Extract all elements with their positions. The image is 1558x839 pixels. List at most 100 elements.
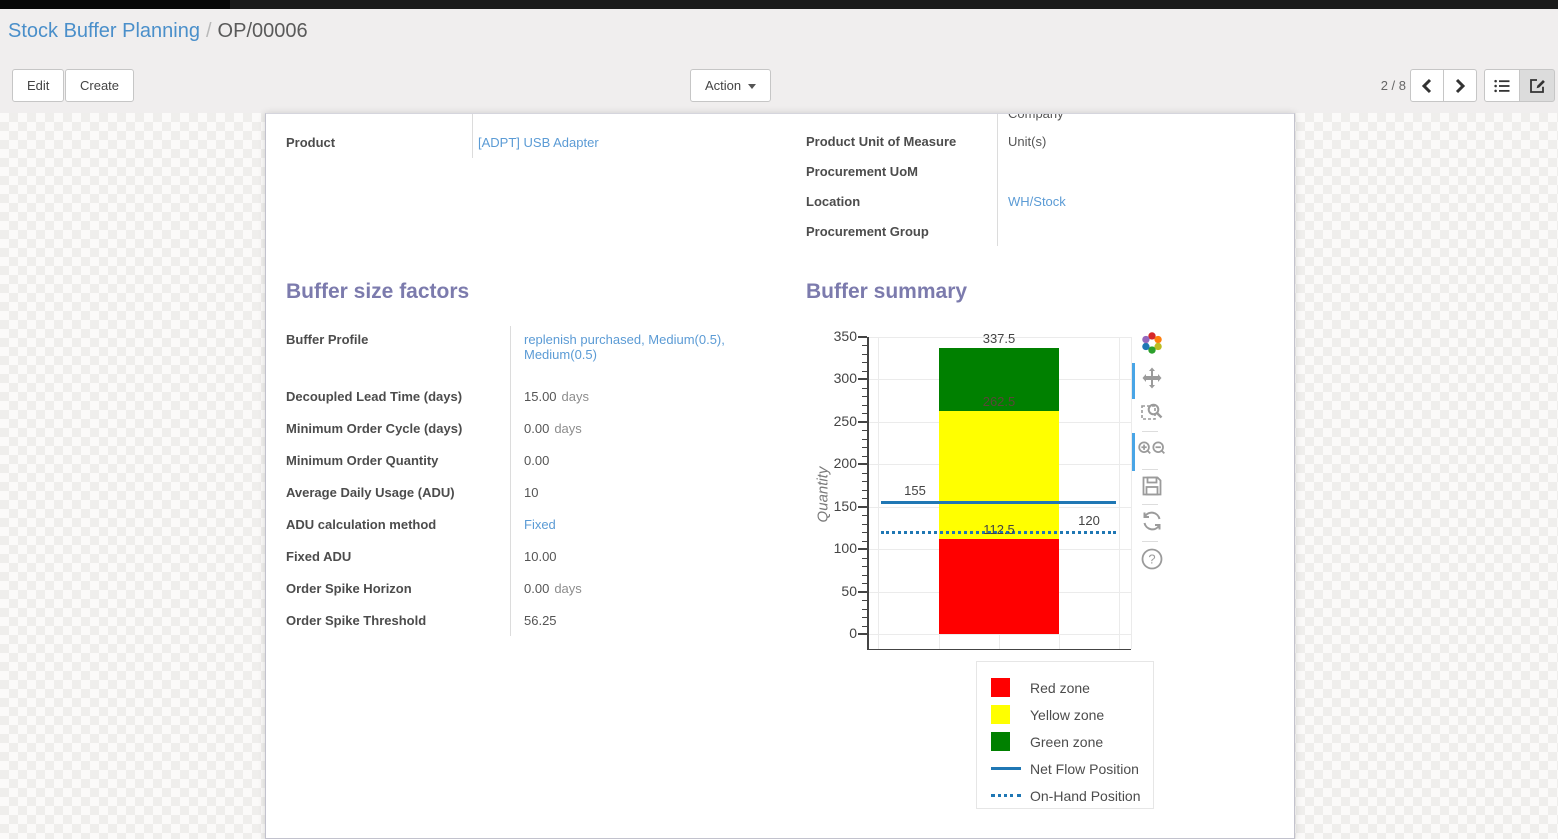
breadcrumb-separator: / — [205, 20, 212, 42]
action-dropdown-button[interactable]: Action — [690, 69, 772, 102]
x-tick-mark — [1059, 634, 1060, 649]
list-view-button[interactable] — [1484, 69, 1520, 102]
legend-swatch — [991, 794, 1025, 797]
breadcrumb-parent-link[interactable]: Stock Buffer Planning — [8, 20, 200, 42]
field-label: Procurement Group — [806, 216, 998, 246]
field-value-link[interactable]: replenish purchased, Medium(0.5), Medium… — [524, 332, 725, 362]
on-hand-position-line — [881, 531, 1116, 535]
legend-item-on-hand-position[interactable]: On-Hand Position — [991, 782, 1153, 809]
reset-axes-icon — [1140, 509, 1164, 538]
y-minor-tick — [862, 566, 867, 568]
modebar-separator — [1142, 469, 1158, 470]
field-row: Procurement Group — [806, 216, 1276, 246]
field-value-link[interactable]: [ADPT] USB Adapter — [478, 134, 599, 150]
chevron-left-icon — [1421, 78, 1432, 93]
field-value: 10.00 — [524, 548, 557, 564]
field-label: ADU calculation method — [286, 508, 511, 540]
line-label: 155 — [904, 483, 926, 499]
field-value: 0.00 — [524, 452, 550, 468]
save-image-icon — [1140, 474, 1164, 503]
field-value: 56.25 — [524, 612, 557, 628]
y-minor-tick — [862, 574, 867, 576]
field-row: Decoupled Lead Time (days) 15.00 days — [286, 380, 791, 412]
legend-item-net-flow-position[interactable]: Net Flow Position — [991, 755, 1153, 782]
y-minor-tick — [862, 617, 867, 619]
y-minor-tick — [862, 353, 867, 355]
y-major-tick — [858, 548, 867, 551]
field-label: Decoupled Lead Time (days) — [286, 380, 511, 412]
zoom-in-out-button[interactable] — [1138, 437, 1166, 465]
plotly-logo-button[interactable] — [1138, 331, 1166, 359]
field-value-link[interactable]: Fixed — [524, 516, 556, 532]
pager-nav-group — [1410, 69, 1477, 102]
help-icon: ? — [1140, 547, 1164, 576]
modebar-active-bar — [1132, 363, 1135, 399]
field-label: Order Spike Horizon — [286, 572, 511, 604]
y-minor-tick — [862, 438, 867, 440]
y-tick-label: 150 — [833, 497, 857, 514]
reset-axes-button[interactable] — [1138, 509, 1166, 537]
action-label: Action — [705, 78, 742, 93]
modebar-separator — [1142, 541, 1158, 542]
x-tick-mark — [939, 634, 940, 649]
field-label: Buffer Profile — [286, 326, 511, 380]
x-axis-line — [867, 649, 1131, 650]
legend-label: Yellow zone — [1030, 706, 1105, 723]
x-gridline — [1119, 337, 1120, 649]
legend-color-box — [991, 732, 1010, 751]
field-value: 10 — [524, 484, 539, 500]
edit-button[interactable]: Edit — [12, 69, 65, 102]
clipped-field-row: Company — [806, 114, 1276, 126]
field-row: Order Spike Threshold 56.25 — [286, 604, 791, 636]
y-minor-tick — [862, 600, 867, 602]
box-zoom-button[interactable] — [1138, 399, 1166, 427]
view-switcher — [1484, 69, 1555, 102]
info-group-right: CompanyProduct Unit of MeasureUnit(s)Pro… — [806, 114, 1276, 246]
field-suffix: days — [561, 388, 590, 404]
legend-item-red-zone[interactable]: Red zone — [991, 674, 1153, 701]
plotly-logo-icon — [1139, 330, 1165, 361]
pager-counter: 2 / 8 — [1380, 78, 1406, 93]
field-label: Product — [286, 126, 473, 158]
legend-item-yellow-zone[interactable]: Yellow zone — [991, 701, 1153, 728]
y-major-tick — [858, 505, 867, 508]
field-value: 15.00 days — [524, 388, 590, 404]
field-row: ADU calculation method Fixed — [286, 508, 791, 540]
top-nav-segment — [0, 0, 230, 9]
field-label: Location — [806, 186, 998, 216]
zone-label: 262.5 — [982, 394, 1016, 410]
breadcrumb-current: OP/00006 — [217, 20, 308, 42]
y-minor-tick — [862, 345, 867, 347]
create-button[interactable]: Create — [65, 69, 135, 102]
y-minor-tick — [862, 481, 867, 483]
legend-line-sample — [991, 767, 1021, 770]
field-row: Product Unit of Measure Unit(s) — [806, 126, 1276, 156]
field-row: Procurement UoM — [806, 156, 1276, 186]
legend-item-green-zone[interactable]: Green zone — [991, 728, 1153, 755]
y-minor-tick — [862, 532, 867, 534]
field-row: Buffer Profile replenish purchased, Mediu… — [286, 326, 791, 380]
field-row: Fixed ADU 10.00 — [286, 540, 791, 572]
field-suffix: days — [554, 420, 582, 436]
field-value-link[interactable]: WH/Stock — [1008, 193, 1066, 209]
y-minor-tick — [862, 396, 867, 398]
legend-color-box — [991, 705, 1010, 724]
next-record-button[interactable] — [1443, 69, 1477, 102]
save-image-button[interactable] — [1138, 474, 1166, 502]
help-button[interactable]: ? — [1138, 547, 1166, 575]
y-minor-tick — [862, 455, 867, 457]
y-major-tick — [858, 633, 867, 635]
top-nav-bar — [0, 0, 1558, 9]
y-minor-tick — [862, 362, 867, 364]
previous-record-button[interactable] — [1410, 69, 1444, 102]
control-panel: Stock Buffer Planning / OP/00006 Edit Crea… — [0, 9, 1558, 113]
x-tick-mark — [999, 634, 1000, 649]
legend-label: Green zone — [1030, 733, 1104, 750]
pan-button[interactable] — [1138, 366, 1166, 394]
y-tick-label: 100 — [833, 540, 857, 557]
legend-swatch — [991, 767, 1025, 770]
field-row: Product [ADPT] USB Adapter — [286, 126, 766, 158]
form-view-button[interactable] — [1519, 69, 1555, 102]
clipped-field-row — [286, 114, 766, 126]
y-major-tick — [858, 590, 867, 593]
